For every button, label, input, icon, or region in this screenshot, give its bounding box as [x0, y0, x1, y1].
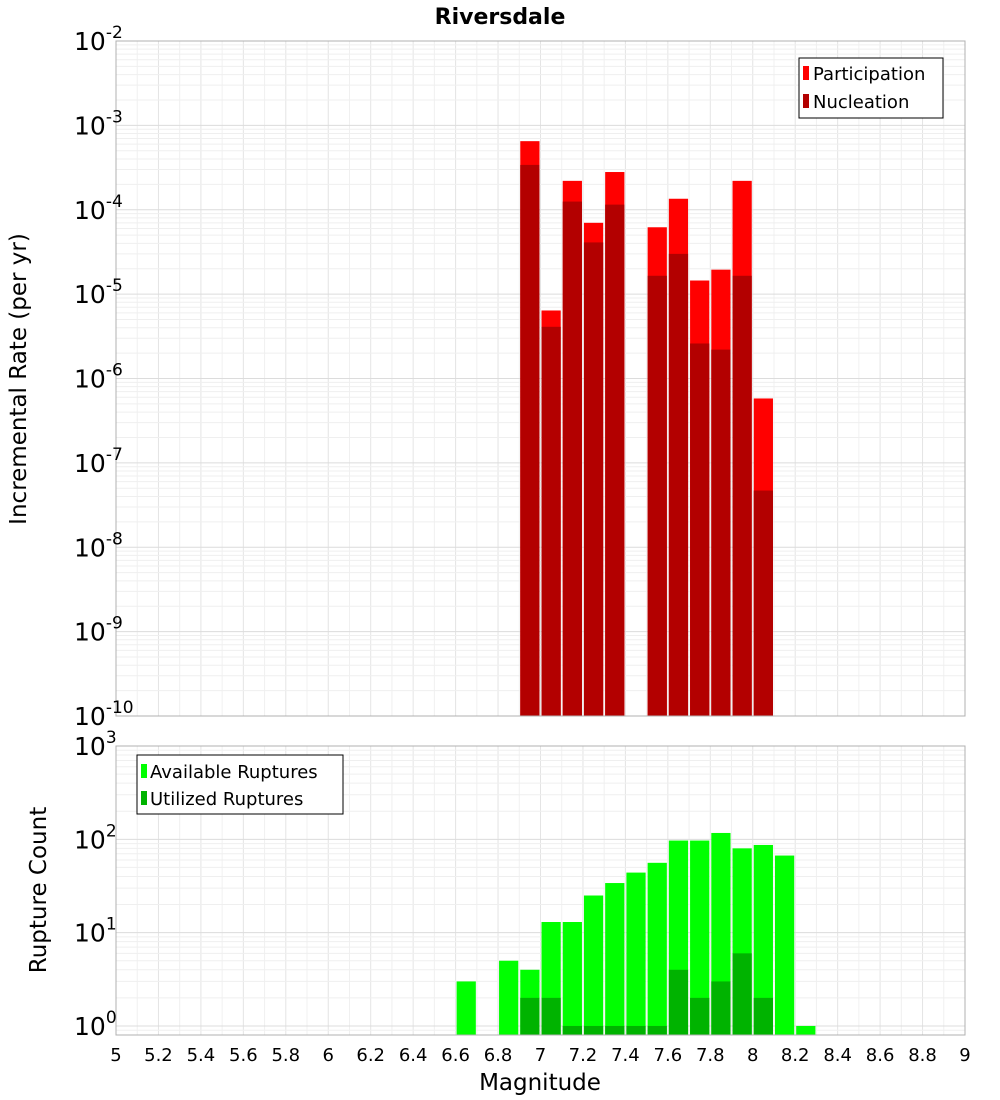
- rate-bar-b: [690, 343, 710, 716]
- count-bar-b: [690, 997, 710, 1035]
- count-bar-b: [753, 997, 773, 1035]
- rate-legend-box: [798, 57, 944, 119]
- count-bar-a: [774, 855, 795, 1035]
- legend-utilized-swatch: [141, 791, 147, 805]
- count-bar-a: [456, 981, 476, 1035]
- count-bars: [456, 832, 816, 1035]
- x-tick-label: 7.2: [569, 1045, 598, 1066]
- legend-available-label: Available Ruptures: [150, 762, 318, 783]
- legend-nucleation-label: Nucleation: [813, 92, 909, 113]
- x-tick-label: 8.8: [908, 1045, 937, 1066]
- count-bar-b: [626, 1025, 646, 1035]
- rate-panel: 10-10 10-9 10-8 10-7 10-6 10-5 10-4 10-3 10-2 In…: [6, 23, 966, 731]
- x-tick-labels: 5 5.2 5.4 5.6 5.8 6 6.2 6.4 6.6 6.8 7 7.2 7.4 7.6 7.8 8…: [110, 1045, 970, 1066]
- count-bar-a: [753, 844, 773, 1035]
- x-tick-label: 7.8: [696, 1045, 725, 1066]
- count-y-tick-label: 103: [74, 728, 117, 761]
- rate-plot-border: [115, 40, 966, 717]
- count-legend-box: [136, 754, 344, 815]
- count-bar-a: [562, 922, 582, 1035]
- legend-available-swatch: [141, 764, 147, 778]
- x-tick-label: 5.6: [229, 1045, 258, 1066]
- x-tick-label: 6.8: [484, 1045, 513, 1066]
- count-y-axis-label: Rupture Count: [26, 807, 52, 973]
- x-tick-label: 6: [323, 1045, 334, 1066]
- rate-bar-b: [583, 242, 604, 716]
- rate-bar-b: [753, 490, 773, 716]
- x-tick-label: 8.2: [781, 1045, 810, 1066]
- x-tick-label: 7.4: [611, 1045, 640, 1066]
- rate-y-tick-label: 10-2: [74, 23, 123, 56]
- count-bar-a: [605, 883, 625, 1035]
- count-bar-b: [520, 997, 540, 1035]
- x-tick-label: 5.8: [271, 1045, 300, 1066]
- rate-y-tick-label: 10-6: [74, 361, 123, 394]
- rate-y-tick-label: 10-9: [74, 614, 123, 647]
- x-tick-label: 5.2: [144, 1045, 173, 1066]
- count-y-tick-label: 101: [74, 915, 117, 948]
- legend-utilized-label: Utilized Ruptures: [150, 789, 303, 810]
- rate-bar-b: [541, 326, 561, 716]
- count-bar-b: [732, 953, 752, 1035]
- count-bar-b: [711, 981, 731, 1035]
- count-legend: Available Ruptures Utilized Ruptures: [136, 754, 344, 815]
- count-bar-a: [583, 895, 604, 1035]
- rate-y-tick-label: 10-3: [74, 107, 123, 140]
- x-tick-label: 8: [747, 1045, 758, 1066]
- x-tick-label: 8.4: [823, 1045, 852, 1066]
- rate-bar-b: [647, 275, 667, 716]
- x-tick-label: 6.2: [356, 1045, 385, 1066]
- rate-bar-b: [711, 349, 731, 716]
- legend-participation-label: Participation: [813, 64, 925, 85]
- count-bar-b: [541, 997, 561, 1035]
- rate-y-tick-label: 10-7: [74, 445, 123, 478]
- count-bar-b: [647, 1025, 667, 1035]
- x-tick-label: 5.4: [187, 1045, 216, 1066]
- rate-bar-b: [668, 253, 689, 716]
- x-tick-label: 6.6: [441, 1045, 470, 1066]
- count-bar-b: [562, 1025, 582, 1035]
- rate-y-tick-label: 10-10: [74, 698, 134, 731]
- x-tick-label: 9: [959, 1045, 970, 1066]
- x-tick-label: 7: [535, 1045, 546, 1066]
- count-bar-a: [647, 862, 667, 1035]
- chart-title: Riversdale: [435, 5, 566, 30]
- count-y-tick-label: 100: [74, 1008, 117, 1041]
- rate-y-tick-label: 10-4: [74, 192, 123, 225]
- x-tick-label: 8.6: [866, 1045, 895, 1066]
- rate-y-tick-label: 10-8: [74, 529, 123, 562]
- rate-bars: [520, 141, 773, 717]
- rate-y-tick-labels: 10-10 10-9 10-8 10-7 10-6 10-5 10-4 10-3 10-2: [74, 23, 134, 731]
- rate-y-tick-label: 10-5: [74, 276, 123, 309]
- count-bar-b: [605, 1025, 625, 1035]
- x-tick-label: 7.6: [654, 1045, 683, 1066]
- count-bar-a: [690, 840, 710, 1035]
- rate-bar-b: [732, 275, 752, 716]
- count-y-tick-labels: 100 101 102 103: [74, 728, 117, 1041]
- count-panel: 100 101 102 103 5 5.2 5.4 5.6 5.8 6 6.2 6.4 6.6 6.8 7…: [26, 728, 971, 1096]
- count-bar-b: [668, 969, 689, 1035]
- rate-bar-b: [605, 204, 625, 717]
- count-y-tick-label: 102: [74, 821, 117, 854]
- rate-bar-b: [520, 164, 540, 716]
- count-bar-a: [796, 1025, 816, 1035]
- count-bar-b: [583, 1025, 604, 1035]
- x-tick-label: 6.4: [399, 1045, 428, 1066]
- x-tick-label: 5: [110, 1045, 121, 1066]
- x-axis-label: Magnitude: [479, 1070, 601, 1096]
- rate-y-axis-label: Incremental Rate (per yr): [6, 233, 32, 525]
- count-plot-border: [115, 745, 966, 1036]
- rate-legend: Participation Nucleation: [798, 57, 944, 119]
- count-bar-a: [626, 872, 646, 1035]
- legend-participation-swatch: [803, 66, 809, 80]
- rate-grid: [115, 40, 966, 717]
- count-bar-a: [499, 960, 519, 1035]
- legend-nucleation-swatch: [803, 94, 809, 108]
- rate-bar-b: [562, 201, 582, 716]
